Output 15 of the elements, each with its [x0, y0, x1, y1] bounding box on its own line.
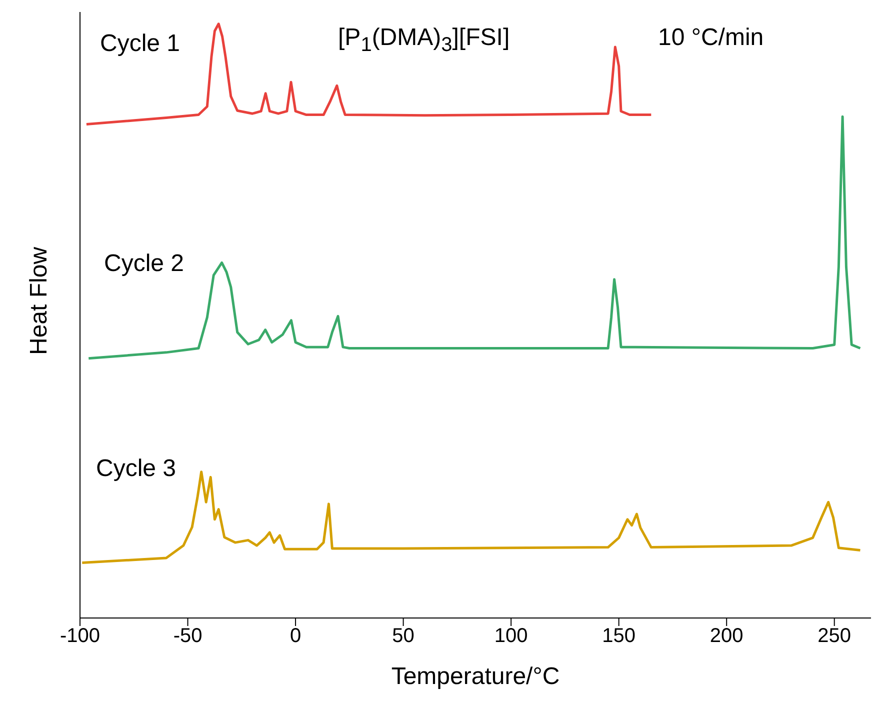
annotation: Cycle 3	[96, 455, 176, 483]
x-tick-label: 200	[710, 625, 744, 648]
x-axis-title: Temperature/°C	[391, 663, 560, 690]
annotation: Cycle 2	[104, 250, 184, 278]
x-tick-label: 50	[392, 625, 414, 648]
x-tick-label: -100	[60, 625, 100, 648]
x-tick-label: 150	[602, 625, 636, 648]
annotation: Cycle 1	[100, 30, 180, 58]
x-tick-label: 250	[818, 625, 852, 648]
annotation: 10 °C/min	[658, 24, 764, 52]
x-tick-label: 0	[290, 625, 302, 648]
x-tick-label: -50	[173, 625, 202, 648]
y-axis-title: Heat Flow	[26, 246, 53, 355]
x-tick-label: 100	[494, 625, 528, 648]
annotation: [P$_{1}$(DMA)$_{3}$][FSI]	[338, 24, 510, 57]
